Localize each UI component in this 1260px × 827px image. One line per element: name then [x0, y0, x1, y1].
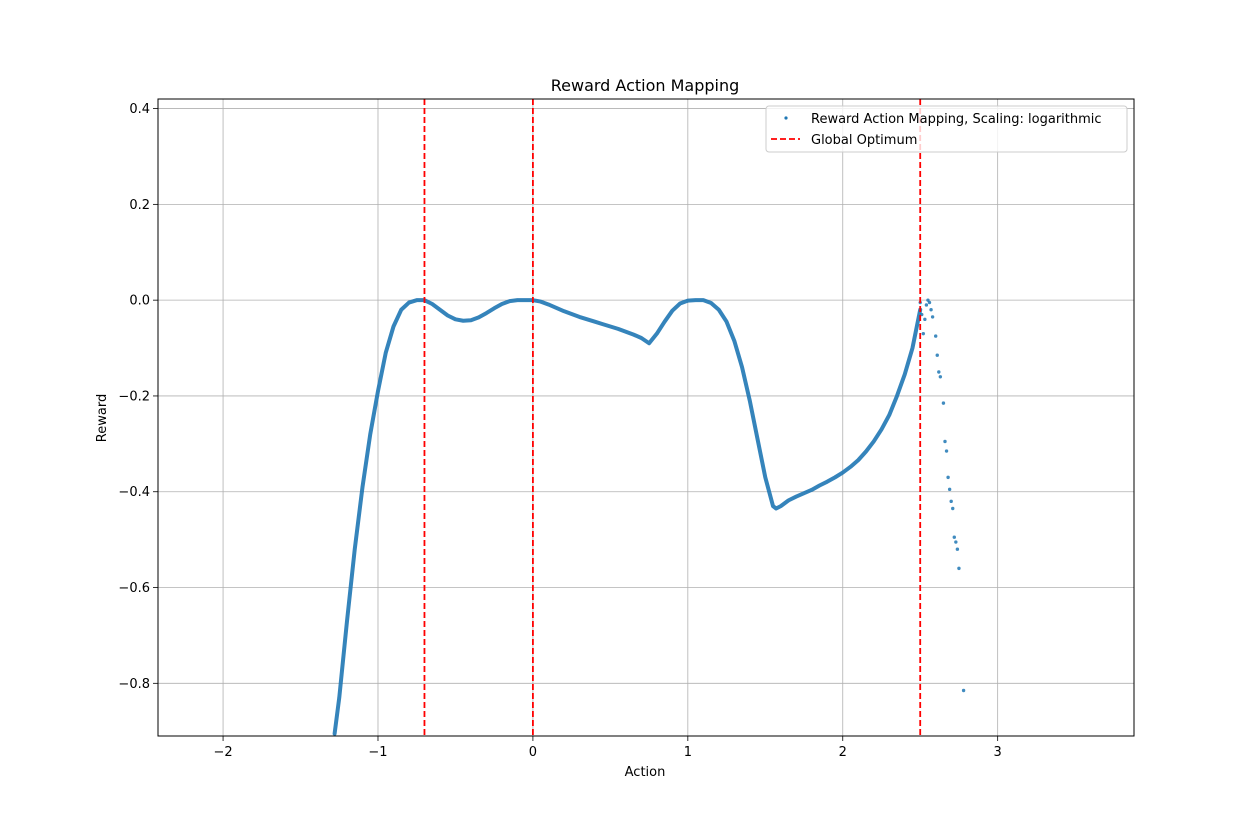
y-axis-title: Reward: [95, 394, 110, 442]
reward-point: [937, 370, 941, 374]
reward-point: [941, 401, 946, 405]
y-tick-label: 0.2: [129, 198, 150, 213]
reward-point: [929, 308, 933, 312]
x-tick-label: −1: [368, 745, 387, 760]
y-tick-label: −0.6: [118, 581, 150, 596]
reward-point: [957, 566, 961, 571]
legend-label-optimum: Global Optimum: [811, 133, 917, 148]
reward-point: [938, 375, 943, 379]
x-axis-title: Action: [625, 765, 666, 780]
reward-point: [921, 331, 926, 336]
reward-point: [952, 535, 956, 539]
reward-point: [954, 540, 958, 544]
x-tick-label: 2: [839, 745, 847, 760]
plot-frame: [157, 98, 1135, 737]
optimum-lines: [423, 99, 922, 736]
y-tick-label: −0.8: [118, 677, 150, 692]
reward-point: [955, 547, 960, 551]
reward-point: [935, 353, 939, 357]
ticks: −2 −1 0 1 2 3 −0.8 −0.6 −0.4 −0.2 0.0 0.2 0.4: [118, 102, 1001, 760]
x-tick-label: −2: [213, 745, 232, 760]
reward-point: [951, 506, 955, 511]
reward-point: [949, 499, 953, 504]
reward-point: [923, 317, 927, 322]
chart-title: Reward Action Mapping: [551, 76, 740, 95]
reward-point: [934, 334, 938, 338]
y-tick-label: 0.0: [129, 294, 150, 309]
reward-point: [927, 300, 932, 305]
y-tick-label: −0.4: [118, 485, 150, 500]
legend: Reward Action Mapping, Scaling: logarith…: [765, 105, 1128, 153]
reward-points-dense: [332, 298, 923, 736]
y-tick-label: −0.2: [118, 389, 150, 404]
reward-point: [944, 449, 949, 453]
legend-box: [765, 105, 1128, 153]
reward-point: [946, 475, 950, 480]
x-tick-label: 3: [994, 745, 1002, 760]
reward-point: [930, 315, 935, 319]
reward-point: [943, 439, 947, 444]
reward-point: [947, 487, 952, 492]
reward-point: [924, 303, 929, 307]
data-layer: [332, 298, 966, 736]
x-tick-label: 0: [529, 745, 537, 760]
y-tick-label: 0.4: [129, 102, 150, 117]
x-tick-label: 1: [684, 745, 692, 760]
legend-label-points: Reward Action Mapping, Scaling: logarith…: [811, 112, 1102, 127]
reward-point: [961, 688, 966, 693]
legend-marker-points: [784, 116, 788, 120]
